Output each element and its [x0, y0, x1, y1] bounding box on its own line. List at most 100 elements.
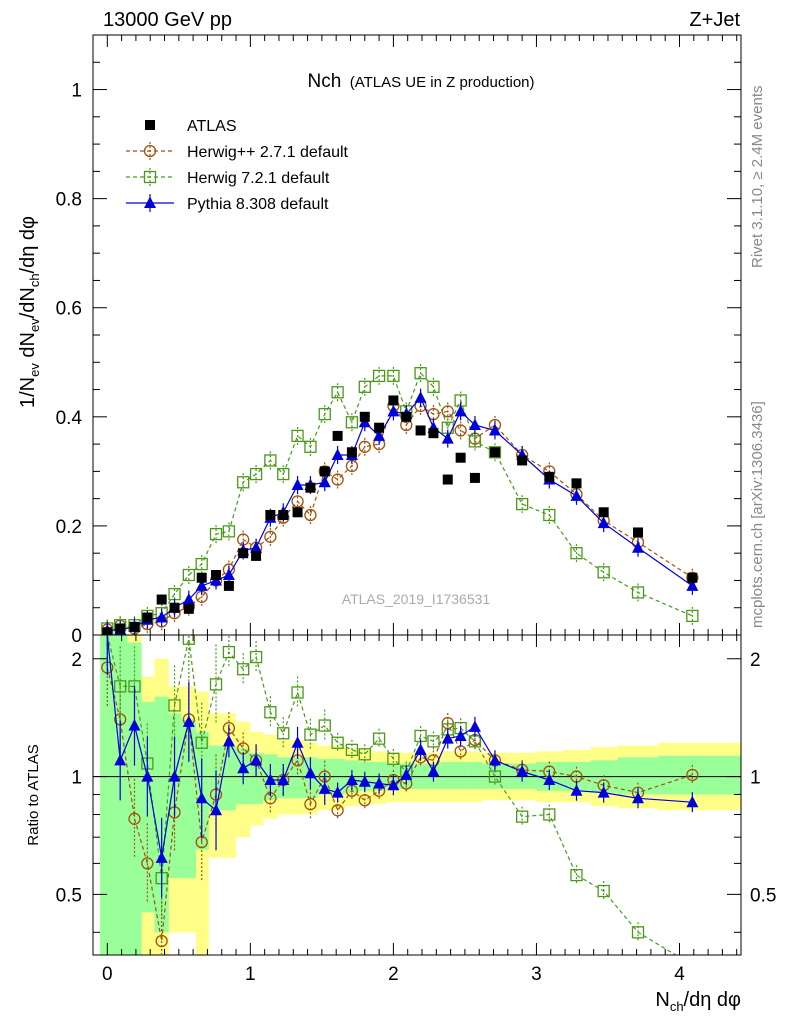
point-pythia-8-308-default: [373, 429, 386, 441]
legend-entry-herwig-2-7-1-default: Herwig++ 2.7.1 default: [126, 142, 349, 161]
ratio-x-tick-label: 4: [674, 964, 685, 985]
point-herwig-7-2-1-default: [543, 508, 556, 522]
ratio-band-inner: [100, 635, 115, 955]
main-y-tick-label: 0: [71, 626, 82, 647]
ratio-point-herwig-7-2-1-default: [427, 735, 440, 748]
point-herwig-7-2-1-default: [304, 440, 317, 453]
ratio-point-pythia-8-308-default: [141, 770, 154, 782]
point-pythia-8-308-default: [318, 475, 331, 488]
ratio-point-pythia-8-308-default: [358, 775, 371, 787]
ratio-point-pythia-8-308-default: [210, 803, 223, 816]
ratio-point-pythia-8-308-default: [345, 773, 358, 785]
point-herwig-2-7-1-default: [331, 473, 344, 486]
ratio-point-pythia-8-308-default: [632, 791, 645, 804]
legend-marker-pythia-8-308-default: [144, 196, 156, 208]
point-pythia-8-308-default: [414, 391, 427, 403]
main-y-tick-label: 1: [71, 81, 82, 102]
ratio-point-herwig-7-2-1-default: [331, 736, 344, 749]
ratio-point-herwig-7-2-1-default: [570, 868, 583, 882]
ratio-point-herwig-2-7-1-default: [331, 804, 344, 817]
point-pythia-8-308-default: [488, 423, 501, 436]
legend-entry-atlas: ATLAS: [145, 118, 237, 135]
ratio-point-herwig-7-2-1-default: [264, 706, 277, 719]
ratio-x-tick-label: 3: [531, 964, 542, 985]
ratio-y-tick-label: 1: [71, 768, 82, 789]
legend-entry-herwig-7-2-1-default: Herwig 7.2.1 default: [126, 168, 330, 187]
ratio-point-herwig-2-7-1-default: [128, 812, 141, 825]
main-panel: 0 0.2 0.4 0.6 0.8 1 Nch (ATLAS UE in Z produc…: [17, 34, 742, 647]
point-pythia-8-308-default: [250, 541, 263, 553]
ratio-band-inner: [195, 731, 209, 850]
ratio-point-herwig-7-2-1-default: [387, 752, 400, 765]
ratio-point-herwig-7-2-1-default: [543, 808, 556, 821]
main-y-tick-label: 0.6: [56, 299, 82, 320]
mcplots-label: mcplots.cern.ch [arXiv:1306.3436]: [749, 401, 766, 628]
point-pythia-8-308-default: [291, 478, 304, 490]
y-axis-label-ratio: Ratio to ATLAS: [25, 744, 42, 845]
point-herwig-7-2-1-default: [318, 407, 331, 421]
point-atlas: [265, 510, 276, 520]
legend-label-atlas: ATLAS: [187, 118, 237, 135]
ratio-point-herwig-7-2-1-default: [488, 770, 502, 783]
point-herwig-7-2-1-default: [631, 586, 645, 599]
point-atlas: [469, 472, 480, 483]
ratio-point-pythia-8-308-default: [414, 743, 427, 755]
point-atlas: [544, 471, 555, 482]
ratio-frame: [92, 634, 742, 956]
ratio-plot-area: 0 1 2 3 4 0.5 0.5 1 1 2 2: [56, 635, 776, 985]
point-herwig-7-2-1-default: [291, 429, 304, 443]
legend-label-pythia-8-308-default: Pythia 8.308 default: [187, 196, 329, 213]
ratio-y-tick-label-right: 2: [750, 650, 761, 671]
y-axis-label-main: 1/Nev dNev/dNch/dη dφ: [17, 216, 42, 408]
ratio-y-tick-label-right: 1: [750, 768, 761, 789]
point-atlas: [319, 466, 330, 477]
point-pythia-8-308-default: [182, 593, 195, 605]
point-herwig-7-2-1-default: [358, 380, 371, 393]
ratio-band-inner: [658, 755, 741, 795]
ratio-point-herwig-7-2-1-default: [249, 650, 263, 664]
point-atlas: [401, 411, 412, 422]
ratio-point-herwig-7-2-1-default: [631, 926, 645, 939]
ratio-point-pythia-8-308-default: [155, 851, 168, 863]
ratio-y-tick-label: 0.5: [56, 885, 82, 906]
ratio-point-herwig-2-7-1-default: [686, 768, 699, 782]
point-pythia-8-308-default: [387, 404, 400, 417]
ratio-point-pythia-8-308-default: [427, 765, 440, 777]
point-atlas: [196, 572, 207, 583]
point-pythia-8-308-default: [155, 611, 168, 623]
ratio-point-herwig-2-7-1-default: [304, 798, 317, 811]
legend: ATLAS Herwig++ 2.7.1 default Herwig 7.2.1 …: [126, 118, 349, 213]
plot-title-sub: (ATLAS UE in Z production): [350, 74, 535, 91]
point-herwig-7-2-1-default: [570, 547, 583, 560]
series-line-herwig-7-2-1-default: [107, 372, 693, 630]
point-herwig-7-2-1-default: [597, 566, 610, 579]
point-atlas: [129, 621, 140, 632]
ratio-point-pythia-8-308-default: [331, 786, 344, 798]
point-atlas: [415, 425, 426, 436]
analysis-watermark: ATLAS_2019_I1736531: [342, 591, 491, 607]
ratio-point-pythia-8-308-default: [222, 734, 235, 747]
ratio-band-inner: [453, 761, 468, 789]
point-pythia-8-308-default: [597, 516, 610, 529]
ratio-bands: [100, 635, 741, 955]
point-herwig-7-2-1-default: [209, 527, 223, 541]
point-atlas: [292, 507, 303, 518]
point-atlas: [183, 603, 194, 614]
point-herwig-7-2-1-default: [387, 369, 400, 383]
legend-entry-pythia-8-308-default: Pythia 8.308 default: [126, 194, 329, 213]
point-atlas: [489, 447, 500, 458]
ratio-point-herwig-7-2-1-default: [358, 748, 371, 761]
process-label: Z+Jet: [689, 9, 740, 31]
point-atlas: [169, 602, 180, 613]
point-herwig-2-7-1-default: [291, 495, 304, 508]
point-atlas: [142, 612, 153, 623]
beam-label: 13000 GeV pp: [103, 9, 232, 31]
ratio-point-herwig-2-7-1-default: [358, 794, 371, 807]
point-herwig-7-2-1-default: [488, 446, 502, 459]
point-atlas: [633, 527, 644, 538]
ratio-point-herwig-7-2-1-default: [597, 884, 610, 898]
ratio-point-pythia-8-308-default: [516, 765, 529, 777]
point-herwig-7-2-1-default: [372, 369, 386, 383]
point-atlas: [115, 623, 126, 634]
ratio-point-pythia-8-308-default: [291, 736, 304, 748]
